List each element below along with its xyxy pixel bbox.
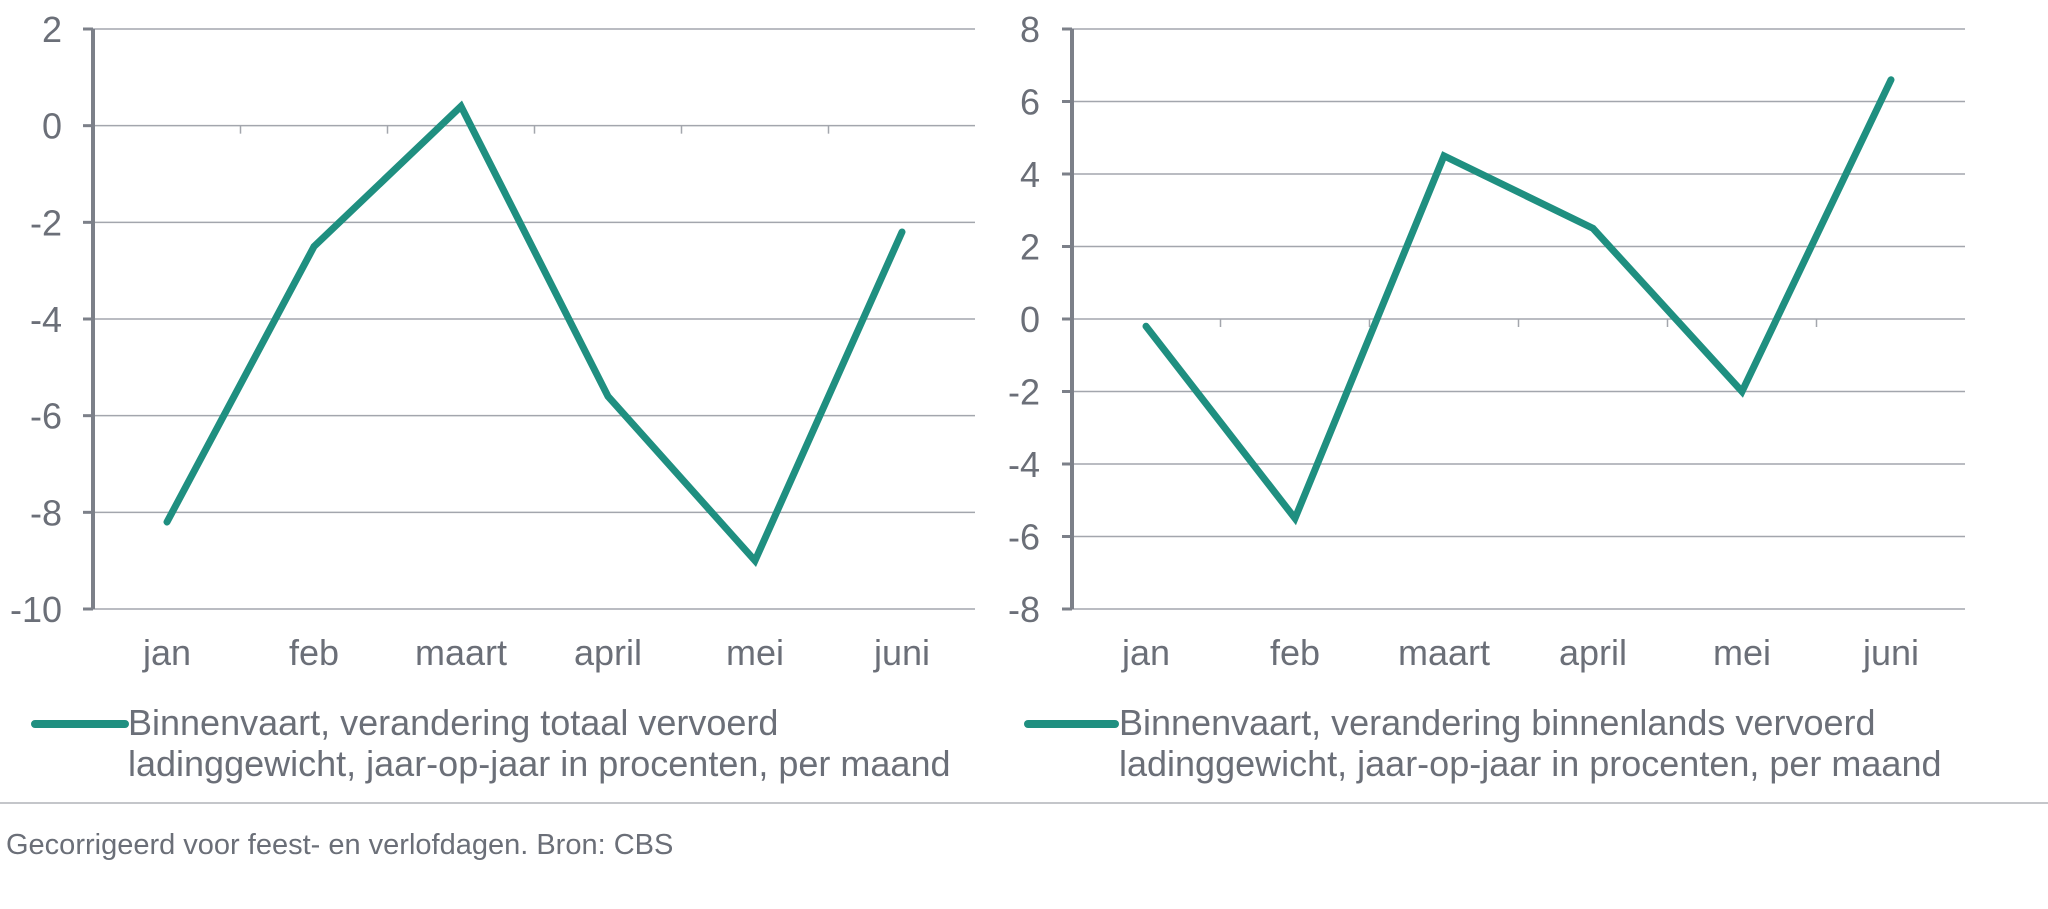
data-point [165,520,169,524]
x-tick-label: april [574,632,642,673]
y-tick-label: 0 [1020,299,1040,340]
y-tick-label: -6 [1008,517,1040,558]
y-tick-label: -2 [1008,372,1040,413]
data-point [753,559,757,563]
x-tick-label: juni [1862,632,1919,673]
y-tick-label: 6 [1020,82,1040,123]
y-tick-label: 0 [42,106,62,147]
x-tick-label: mei [1713,632,1771,673]
y-tick-label: 4 [1020,154,1040,195]
legend-label: Binnenvaart, verandering binnenlands ver… [1119,702,1876,743]
y-tick-label: 8 [1020,9,1040,50]
y-tick-label: 2 [1020,227,1040,268]
y-tick-label: -8 [1008,589,1040,630]
y-tick-label: -2 [30,202,62,243]
data-point [1293,516,1297,520]
x-tick-label: feb [1270,632,1320,673]
y-tick-label: -10 [10,589,62,630]
series-line [1142,76,1895,526]
x-tick-label: jan [1121,632,1170,673]
x-tick-label: juni [873,632,930,673]
y-tick-label: -8 [30,492,62,533]
legend-label: ladinggewicht, jaar-op-jaar in procenten… [1119,743,1941,784]
x-tick-label: feb [289,632,339,673]
x-tick-label: mei [726,632,784,673]
x-tick-label: jan [142,632,191,673]
y-tick-label: -4 [1008,444,1040,485]
x-tick-label: maart [415,632,507,673]
data-point [1144,324,1148,328]
chart-left: 2 0 -2 -4 -6 -8 -10 jan feb maart april mei juni Binn… [10,9,975,784]
data-point [1740,390,1744,393]
data-point [1442,154,1446,158]
y-tick-label: 2 [42,9,62,50]
data-point [312,245,316,248]
data-point [1591,226,1595,230]
series-line [163,100,906,568]
data-point [606,394,610,398]
x-tick-label: maart [1398,632,1490,673]
legend-label: Binnenvaart, verandering totaal vervoerd [128,702,778,743]
legend-label: ladinggewicht, jaar-op-jaar in procenten… [128,743,950,784]
data-point [459,104,463,108]
data-point [1889,78,1893,82]
data-point [900,230,904,234]
chart-right: 8 6 4 2 0 -2 -4 -6 -8 jan feb maart april mei juni Binn… [1008,9,1965,784]
y-tick-label: -4 [30,299,62,340]
footnote: Gecorrigeerd voor feest- en verlofdagen.… [6,829,673,861]
x-tick-label: april [1559,632,1627,673]
y-tick-label: -6 [30,396,62,437]
